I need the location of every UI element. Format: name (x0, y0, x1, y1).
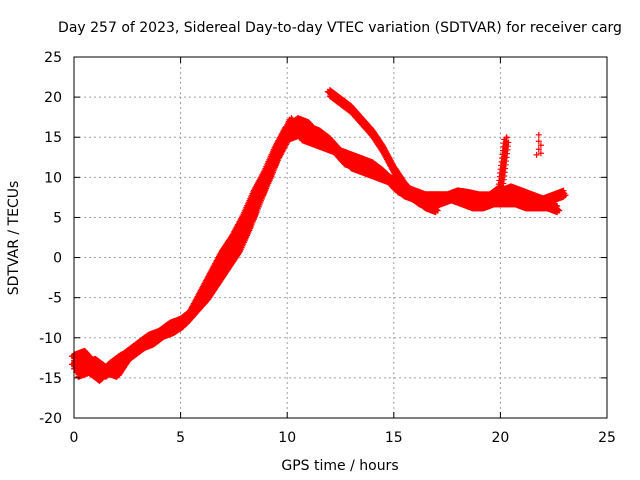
x-tick-label: 5 (176, 430, 185, 446)
y-tick-label: -5 (48, 291, 62, 307)
x-tick-label: 20 (491, 430, 509, 446)
y-tick-label: -10 (39, 331, 62, 347)
data-points (69, 87, 569, 384)
data-point (535, 131, 542, 138)
data-point (554, 206, 561, 213)
x-tick-label: 25 (598, 430, 616, 446)
y-tick-label: -15 (39, 371, 62, 387)
y-tick-label: -20 (39, 411, 62, 427)
data-point (533, 151, 540, 158)
data-point (537, 150, 544, 157)
y-tick-label: 20 (44, 90, 62, 106)
data-point (535, 138, 542, 145)
y-tick-label: 10 (44, 170, 62, 186)
series-track-d (324, 87, 441, 216)
data-point (535, 146, 542, 153)
x-axis-label: GPS time / hours (281, 458, 398, 474)
y-axis-ticks: -20 -15 -10 -5 0 5 10 15 20 25 (39, 50, 607, 427)
x-axis-ticks: 0 5 10 15 20 25 (70, 57, 616, 446)
chart-title: Day 257 of 2023, Sidereal Day-to-day VTE… (58, 20, 622, 36)
series-cluster (533, 131, 544, 158)
series-track-a (69, 115, 512, 380)
grid (74, 57, 607, 418)
data-point (433, 206, 440, 213)
x-tick-label: 10 (278, 430, 296, 446)
data-point (561, 190, 568, 197)
plot-frame (73, 56, 608, 419)
y-tick-label: 25 (44, 50, 62, 66)
y-tick-label: 0 (53, 251, 62, 267)
data-point (537, 142, 544, 149)
y-tick-label: 5 (53, 210, 62, 226)
y-tick-label: 15 (44, 130, 62, 146)
data-point (503, 134, 510, 141)
y-axis-label: SDTVAR / TECUs (6, 181, 22, 296)
series-track-c (73, 115, 563, 384)
x-tick-label: 0 (70, 430, 79, 446)
x-tick-label: 15 (385, 430, 403, 446)
